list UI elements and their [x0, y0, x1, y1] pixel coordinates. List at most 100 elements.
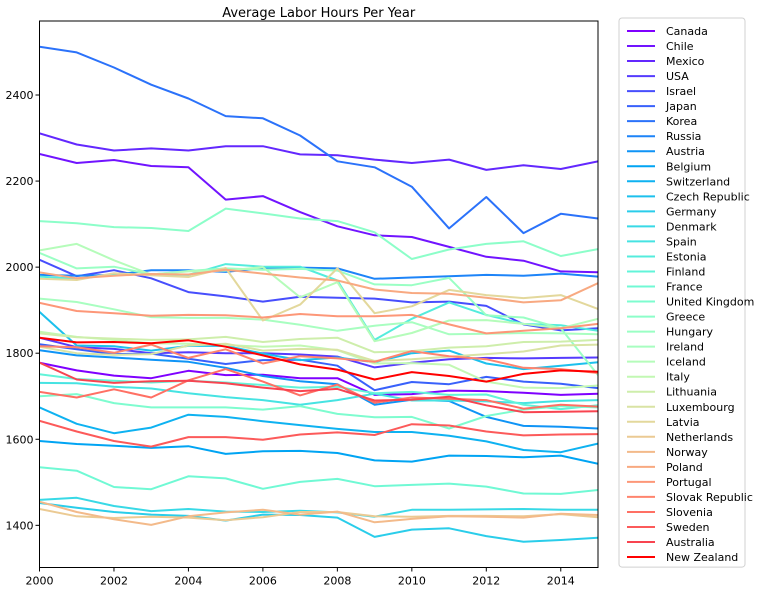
series-line-austria: [39, 349, 598, 430]
legend-item: Japan: [627, 100, 697, 113]
legend-item: Finland: [627, 265, 705, 278]
legend-item: Switzerland: [627, 175, 730, 188]
legend-item: Ireland: [627, 341, 704, 354]
series-line-chile: [39, 153, 598, 274]
legend-label: Portugal: [666, 476, 712, 489]
legend-item: Slovenia: [627, 506, 713, 519]
legend-label: Estonia: [666, 250, 707, 263]
legend-label: Belgium: [666, 160, 711, 173]
legend-item: Greece: [627, 311, 705, 324]
legend-item: USA: [627, 70, 689, 83]
legend-label: Lithuania: [666, 386, 717, 399]
legend-item: Lithuania: [627, 386, 717, 399]
series-line-norway: [39, 500, 598, 526]
legend-label: Latvia: [666, 416, 700, 429]
legend-label: Germany: [666, 205, 717, 218]
series-line-spain: [39, 381, 598, 406]
x-tick-label: 2008: [323, 575, 351, 588]
legend-label: Finland: [666, 265, 705, 278]
legend-label: Greece: [666, 311, 705, 324]
legend-item: Spain: [627, 235, 697, 248]
series-line-iceland: [39, 242, 598, 343]
legend-item: Portugal: [627, 476, 712, 489]
legend-label: USA: [666, 70, 689, 83]
legend-item: Czech Republic: [627, 190, 750, 203]
legend-label: Hungary: [666, 326, 713, 339]
legend-item: Australia: [627, 536, 715, 549]
legend-item: Germany: [627, 205, 717, 218]
legend-label: Iceland: [666, 356, 706, 369]
legend-label: Czech Republic: [666, 190, 750, 203]
y-tick-label: 1800: [6, 347, 34, 360]
legend-item: Korea: [627, 115, 697, 128]
legend-label: France: [666, 281, 703, 294]
legend-label: Israel: [666, 85, 696, 98]
legend-label: Poland: [666, 461, 703, 474]
series-line-portugal: [39, 301, 598, 335]
legend-item: Canada: [627, 25, 708, 38]
series-lines: [39, 45, 598, 543]
series-line-korea: [39, 45, 598, 235]
legend-label: Chile: [666, 40, 694, 53]
axes-frame: [39, 20, 599, 568]
legend-label: Denmark: [666, 220, 717, 233]
legend-label: New Zealand: [666, 551, 738, 564]
legend-label: Japan: [665, 100, 697, 113]
legend-label: Sweden: [666, 521, 709, 534]
legend-label: Slovenia: [666, 506, 713, 519]
legend-item: Estonia: [627, 250, 707, 263]
x-tick-label: 2010: [398, 575, 426, 588]
legend-item: Poland: [627, 461, 703, 474]
y-tick-label: 1400: [6, 519, 34, 532]
series-line-lithuania: [39, 332, 598, 354]
series-line-italy: [39, 330, 598, 390]
series-line-hungary: [39, 251, 598, 376]
chart-title: Average Labor Hours Per Year: [222, 6, 416, 21]
legend-item: Belgium: [627, 160, 711, 173]
y-tick-label: 2400: [6, 89, 34, 102]
series-line-mexico: [39, 132, 598, 171]
series-line-germany: [39, 502, 598, 543]
series-line-united-kingdom: [39, 393, 598, 430]
legend-label: Slovak Republic: [666, 491, 753, 504]
legend-item: Hungary: [627, 326, 713, 339]
series-line-slovak-republic: [39, 343, 598, 374]
plot-area: 2000 2002 2004 2006 2008 2010 2012 2014 1400 1600…: [6, 20, 599, 588]
legend-item: New Zealand: [627, 551, 738, 564]
legend-item: Iceland: [627, 356, 706, 369]
legend-item: Sweden: [627, 521, 709, 534]
x-tick-label: 2004: [174, 575, 202, 588]
y-tick-label: 1600: [6, 433, 34, 446]
series-line-france: [39, 466, 598, 495]
x-tick-label: 2002: [100, 575, 128, 588]
series-line-poland: [39, 268, 598, 304]
legend: Canada Chile Mexico USA Israel Japan Korea Russ…: [618, 17, 754, 568]
series-line-usa: [39, 336, 598, 369]
series-line-switzerland: [39, 406, 598, 454]
series-line-belgium: [39, 440, 598, 465]
legend-label: Australia: [666, 536, 715, 549]
legend-label: Korea: [666, 115, 697, 128]
legend-label: Ireland: [666, 341, 704, 354]
legend-label: Spain: [666, 235, 697, 248]
series-line-russia: [39, 266, 598, 280]
legend-label: Norway: [666, 446, 708, 459]
legend-item: Netherlands: [627, 431, 733, 444]
x-tick-label: 2000: [26, 575, 54, 588]
series-line-new-zealand: [39, 336, 598, 383]
series-line-australia: [39, 361, 598, 414]
legend-item: Slovak Republic: [627, 491, 753, 504]
legend-item: Norway: [627, 446, 708, 459]
legend-item: Chile: [627, 40, 694, 53]
y-tick-label: 2200: [6, 175, 34, 188]
legend-label: Austria: [666, 145, 705, 158]
legend-label: Luxembourg: [666, 401, 735, 414]
legend-item: Austria: [627, 145, 705, 158]
legend-label: Canada: [666, 25, 708, 38]
legend-item: Denmark: [627, 220, 717, 233]
legend-label: Italy: [666, 371, 690, 384]
legend-item: Russia: [627, 130, 701, 143]
x-tick-label: 2012: [472, 575, 500, 588]
legend-item: United Kingdom: [627, 296, 754, 309]
